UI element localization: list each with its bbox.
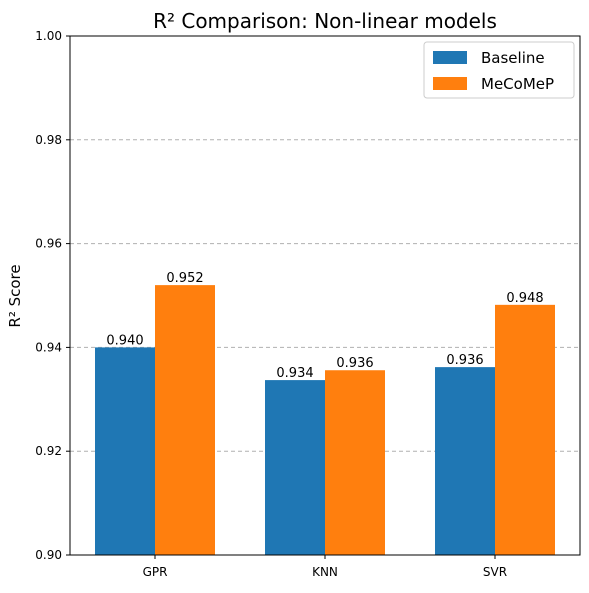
y-tick-label: 0.96 (35, 237, 62, 251)
bars (95, 285, 555, 555)
y-tick-label: 0.92 (35, 444, 62, 458)
bar-value-label: 0.936 (336, 356, 373, 371)
bar-mecomep-knn (325, 370, 385, 555)
y-tick-label: 0.94 (35, 340, 62, 354)
y-tick-label: 0.98 (35, 133, 62, 147)
y-axis-label: R² Score (6, 264, 24, 327)
bar-mecomep-svr (495, 305, 555, 555)
x-tick-label: SVR (483, 565, 507, 579)
bar-value-label: 0.934 (276, 366, 313, 381)
legend: Baseline MeCoMeP (424, 42, 574, 98)
x-tick-label: GPR (143, 565, 168, 579)
legend-label: Baseline (481, 49, 545, 67)
bar-value-label: 0.936 (446, 353, 483, 368)
x-tick-label: KNN (312, 565, 338, 579)
bar-value-label: 0.952 (166, 271, 203, 286)
legend-swatch (433, 51, 467, 64)
y-tick-label: 1.00 (35, 29, 62, 43)
bar-mecomep-gpr (155, 285, 215, 555)
bar-value-label: 0.948 (506, 291, 543, 306)
bar-baseline-svr (435, 367, 495, 555)
bar-baseline-gpr (95, 347, 155, 555)
legend-swatch (433, 77, 467, 90)
y-tick-label: 0.90 (35, 548, 62, 562)
y-axis-ticks: 0.90 0.92 0.94 0.96 0.98 1.00 (35, 29, 70, 562)
chart-title: R² Comparison: Non-linear models (153, 9, 497, 33)
bar-value-label: 0.940 (106, 333, 143, 348)
x-axis-ticks: GPR KNN SVR (143, 555, 508, 579)
legend-label: MeCoMeP (481, 75, 554, 93)
bar-baseline-knn (265, 380, 325, 555)
